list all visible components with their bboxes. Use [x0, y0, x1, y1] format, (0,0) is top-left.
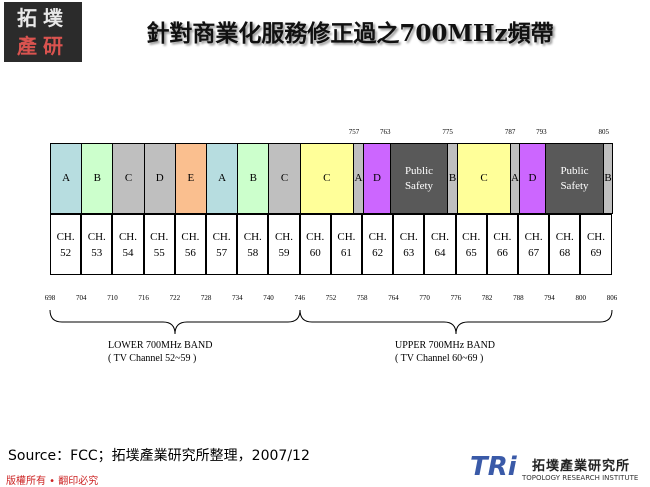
- spectrum-block: E: [174, 143, 207, 214]
- frequency-tick: 746: [294, 294, 306, 302]
- footer-logo-mark: TRi: [470, 452, 517, 482]
- spectrum-block: D: [143, 143, 176, 214]
- band-label: UPPER 700MHz BAND ( TV Channel 60~69 ): [395, 339, 495, 365]
- frequency-tick: 793: [536, 128, 547, 136]
- channel-cell: CH. 56: [174, 214, 206, 275]
- upper-brace: [299, 309, 613, 335]
- channel-cell: CH. 54: [112, 214, 144, 275]
- frequency-tick: 794: [544, 294, 555, 302]
- spectrum-block: C: [268, 143, 301, 214]
- title: 針對商業化服務修正過之700MHz頻帶: [146, 20, 554, 47]
- channel-cell: CH. 63: [393, 214, 425, 275]
- channel-cell: CH. 67: [518, 214, 550, 275]
- frequency-tick: 740: [263, 294, 274, 302]
- logo-text: 產研: [17, 34, 69, 58]
- frequency-tick: 775: [442, 128, 453, 136]
- frequency-tick: 770: [419, 294, 430, 302]
- frequency-tick: 734: [232, 294, 243, 302]
- channel-cell: CH. 60: [299, 214, 331, 275]
- band-channels: ( TV Channel 60~69 ): [395, 353, 484, 364]
- frequency-tick: 757: [348, 128, 360, 136]
- channel-cell: CH. 61: [330, 214, 362, 275]
- frequency-tick: 728: [200, 294, 212, 302]
- channel-cell: CH. 53: [81, 214, 113, 275]
- lower-brace: [49, 309, 301, 335]
- channel-cell: CH. 55: [143, 214, 175, 275]
- channel-cell: CH. 64: [424, 214, 456, 275]
- frequency-tick: 698: [44, 294, 56, 302]
- footer-logo-subtitle: TOPOLOGY RESEARCH INSTITUTE: [522, 474, 639, 482]
- spectrum-block: B: [603, 143, 613, 214]
- frequency-tick: 704: [75, 294, 87, 302]
- frequency-tick: 776: [450, 294, 462, 302]
- footer-logo-name: 拓墣產業研究所: [532, 459, 631, 474]
- frequency-tick: 722: [169, 294, 181, 302]
- frequency-tick: 710: [107, 294, 118, 302]
- frequency-tick: 782: [481, 294, 493, 302]
- spectrum-block: D: [519, 143, 546, 214]
- copyright: 版權所有 • 翻印必究: [6, 476, 99, 487]
- frequency-tick: 788: [513, 294, 524, 302]
- channel-cell: CH. 69: [580, 214, 612, 275]
- source-note: Source：FCC；拓墣產業研究所整理，2007/12: [8, 448, 310, 464]
- channel-cell: CH. 65: [455, 214, 487, 275]
- band-label: LOWER 700MHz BAND ( TV Channel 52~59 ): [108, 339, 212, 365]
- frequency-tick: 805: [598, 128, 610, 136]
- channel-cell: CH. 68: [549, 214, 581, 275]
- channel-cell: CH. 57: [206, 214, 238, 275]
- spectrum-block: A: [50, 143, 83, 214]
- band-name: LOWER 700MHz BAND: [108, 340, 213, 351]
- spectrum-block: C: [457, 143, 511, 214]
- channel-cell: CH. 52: [50, 214, 82, 275]
- band-channels: ( TV Channel 52~59 ): [108, 353, 197, 364]
- channel-cell: CH. 62: [362, 214, 394, 275]
- logo-text: 拓墣: [17, 6, 69, 30]
- channel-cell: CH. 66: [486, 214, 518, 275]
- channel-cell: CH. 58: [237, 214, 269, 275]
- frequency-tick: 787: [504, 128, 516, 136]
- frequency-tick: 800: [575, 294, 587, 302]
- channel-cell: CH. 59: [268, 214, 300, 275]
- frequency-tick: 806: [606, 294, 618, 302]
- frequency-tick: 763: [379, 128, 391, 136]
- frequency-tick: 764: [388, 294, 399, 302]
- frequency-tick: 752: [325, 294, 337, 302]
- frequency-tick: 716: [138, 294, 149, 302]
- band-name: UPPER 700MHz BAND: [395, 340, 496, 351]
- spectrum-block: C: [299, 143, 354, 214]
- logo: 拓墣 產研: [4, 2, 82, 62]
- spectrum-block: Public Safety: [545, 143, 604, 214]
- frequency-tick: 758: [356, 294, 368, 302]
